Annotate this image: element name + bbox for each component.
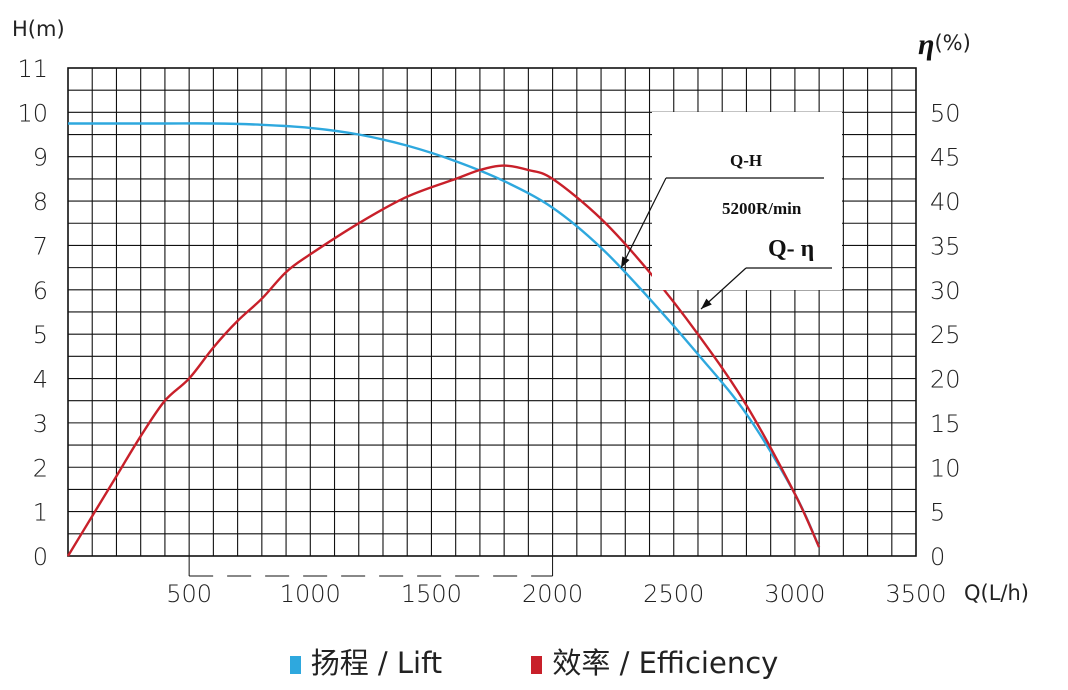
y-left-tick-label: 11 (17, 55, 48, 83)
y-left-tick-label: 10 (17, 99, 48, 127)
y-right-tick-label: 10 (930, 454, 961, 482)
y-right-axis-unit: (%) (934, 31, 970, 55)
legend-label-lift: 扬程 / Lift (310, 646, 443, 680)
y-right-tick-label: 30 (930, 277, 961, 305)
y-right-tick-label: 50 (930, 99, 961, 127)
legend-swatch-efficiency (531, 656, 543, 674)
y-right-tick-label: 40 (930, 188, 961, 216)
legend-swatch-lift (289, 656, 301, 674)
legend-item-lift: 扬程 / Lift (289, 640, 443, 682)
x-tick-label: 3500 (885, 580, 946, 608)
y-left-axis-title: H(m) (12, 17, 65, 41)
y-left-tick-label: 0 (33, 543, 48, 571)
x-axis-title: Q(L/h) (964, 581, 1029, 605)
y-left-tick-label: 7 (33, 232, 48, 260)
annotation-speed: 5200R/min (722, 199, 802, 218)
y-left-tick-label: 8 (33, 188, 48, 216)
y-right-tick-label: 20 (930, 366, 961, 394)
y-right-tick-label: 35 (930, 232, 961, 260)
qh-arrowhead (621, 256, 630, 268)
legend-label-efficiency: 效率 / Efficiency (552, 646, 779, 680)
series-line-efficiency (66, 164, 821, 557)
y-right-tick-label: 5 (930, 499, 945, 527)
y-left-tick-label: 5 (33, 321, 48, 349)
annotation-qeta: Q- η (768, 236, 814, 262)
annotation-qh: Q-H (730, 151, 762, 170)
y-right-tick-label: 0 (930, 543, 945, 571)
annotation-layer: Q-H 5200R/min Q- η (620, 112, 842, 310)
y-right-axis-title: η(%) (918, 28, 971, 61)
qeta-arrowhead (701, 298, 712, 309)
x-tick-label: 2500 (643, 580, 704, 608)
y-left-tick-label: 9 (33, 144, 48, 172)
qh-leader (620, 177, 667, 269)
y-right-axis-symbol: η (918, 28, 934, 61)
plot-border (67, 67, 917, 557)
y-right-tick-label: 45 (930, 144, 961, 172)
y-right-tick-label: 25 (930, 321, 961, 349)
x-tick-label: 500 (166, 580, 212, 608)
plot-frame (67, 67, 917, 577)
series-layer (66, 122, 821, 557)
y-right-tick-label: 15 (930, 410, 961, 438)
x-tick-label: 3000 (764, 580, 825, 608)
y-left-tick-label: 1 (33, 499, 48, 527)
legend-item-efficiency: 效率 / Efficiency (531, 640, 778, 682)
x-tick-label: 1000 (280, 580, 341, 608)
legend: 扬程 / Lift 效率 / Efficiency (0, 640, 1068, 682)
x-tick-label: 1500 (401, 580, 462, 608)
y-left-tick-label: 2 (33, 454, 48, 482)
tick-labels: 500 1000 1500 2000 2500 3000 35000123456789101… (17, 55, 960, 608)
y-left-tick-label: 4 (33, 366, 48, 394)
y-left-tick-label: 6 (33, 277, 48, 305)
y-left-tick-label: 3 (33, 410, 48, 438)
series-line-lift (68, 122, 821, 548)
annotation-box (652, 112, 842, 290)
x-tick-label: 2000 (522, 580, 583, 608)
